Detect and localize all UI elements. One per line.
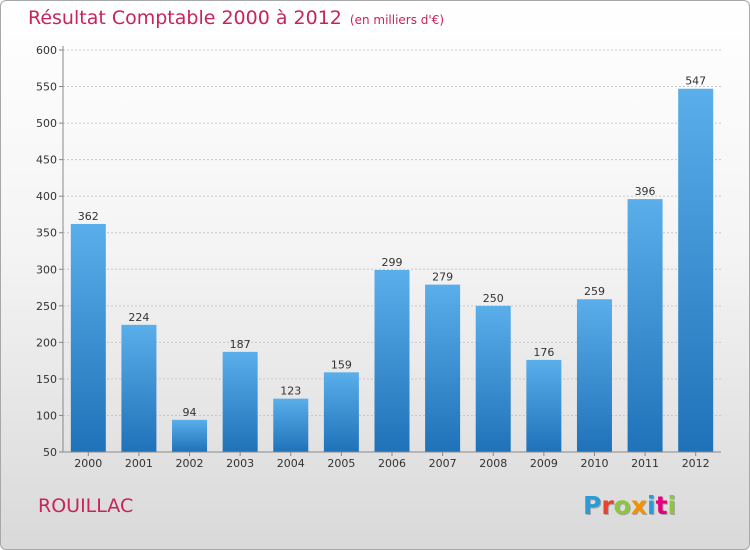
x-tick-label: 2008 (479, 457, 507, 470)
bar-value-label: 259 (584, 285, 605, 298)
chart-subtitle: (en milliers d'€) (349, 13, 445, 27)
bar (526, 359, 562, 452)
bar-value-label: 123 (280, 385, 301, 398)
x-tick-label: 2001 (125, 457, 153, 470)
x-tick-label: 2000 (74, 457, 102, 470)
bar-value-label: 362 (78, 210, 99, 223)
bar-value-label: 224 (128, 311, 149, 324)
bar (172, 419, 208, 452)
x-tick-label: 2005 (327, 457, 355, 470)
bar (121, 324, 157, 452)
logo-letter: i (647, 491, 656, 520)
logo-letter: P (583, 491, 602, 520)
x-tick-label: 2003 (226, 457, 254, 470)
y-tick-label: 150 (36, 373, 57, 386)
bar (678, 88, 714, 452)
chart-title: Résultat Comptable 2000 à 2012 (en millie… (28, 7, 444, 29)
x-tick-label: 2007 (429, 457, 457, 470)
x-tick-label: 2004 (277, 457, 305, 470)
x-tick-label: 2011 (631, 457, 659, 470)
bar-value-label: 396 (635, 185, 656, 198)
y-tick-label: 450 (36, 154, 57, 167)
chart-title-text: Résultat Comptable 2000 à 2012 (28, 7, 342, 29)
y-tick-label: 600 (36, 44, 57, 57)
bar-value-label: 94 (183, 406, 197, 419)
x-tick-label: 2010 (580, 457, 608, 470)
bar (222, 351, 258, 452)
y-tick-label: 350 (36, 227, 57, 240)
x-tick-label: 2009 (530, 457, 558, 470)
y-tick-label: 250 (36, 300, 57, 313)
logo-letter: x (630, 491, 647, 520)
y-tick-label: 200 (36, 336, 57, 349)
logo-letter: t (655, 491, 668, 520)
bar (374, 270, 410, 452)
bar-value-label: 299 (382, 256, 403, 269)
logo-letter: i (667, 491, 677, 520)
bar (273, 398, 309, 452)
bar-value-label: 547 (685, 75, 706, 88)
logo-letter: o (613, 491, 631, 520)
y-tick-label: 550 (36, 81, 57, 94)
bar (475, 305, 511, 452)
x-tick-label: 2006 (378, 457, 406, 470)
bar (70, 223, 106, 452)
bar-value-label: 159 (331, 358, 352, 371)
commune-name: ROUILLAC (38, 495, 134, 517)
x-tick-label: 2002 (176, 457, 204, 470)
logo-letter: r (601, 491, 614, 520)
bar (576, 299, 612, 452)
y-tick-label: 400 (36, 190, 57, 203)
bar (425, 284, 461, 452)
bar (323, 372, 359, 452)
bar-value-label: 279 (432, 271, 453, 284)
y-tick-label: 100 (36, 409, 57, 422)
bar-value-label: 176 (533, 346, 554, 359)
y-tick-label: 500 (36, 117, 57, 130)
y-tick-label: 300 (36, 263, 57, 276)
proxiti-logo: Proxiti (583, 491, 676, 520)
bar-value-label: 250 (483, 292, 504, 305)
x-tick-label: 2012 (682, 457, 710, 470)
bar-value-label: 187 (230, 338, 251, 351)
bar (627, 199, 663, 452)
y-tick-label: 50 (43, 446, 57, 459)
